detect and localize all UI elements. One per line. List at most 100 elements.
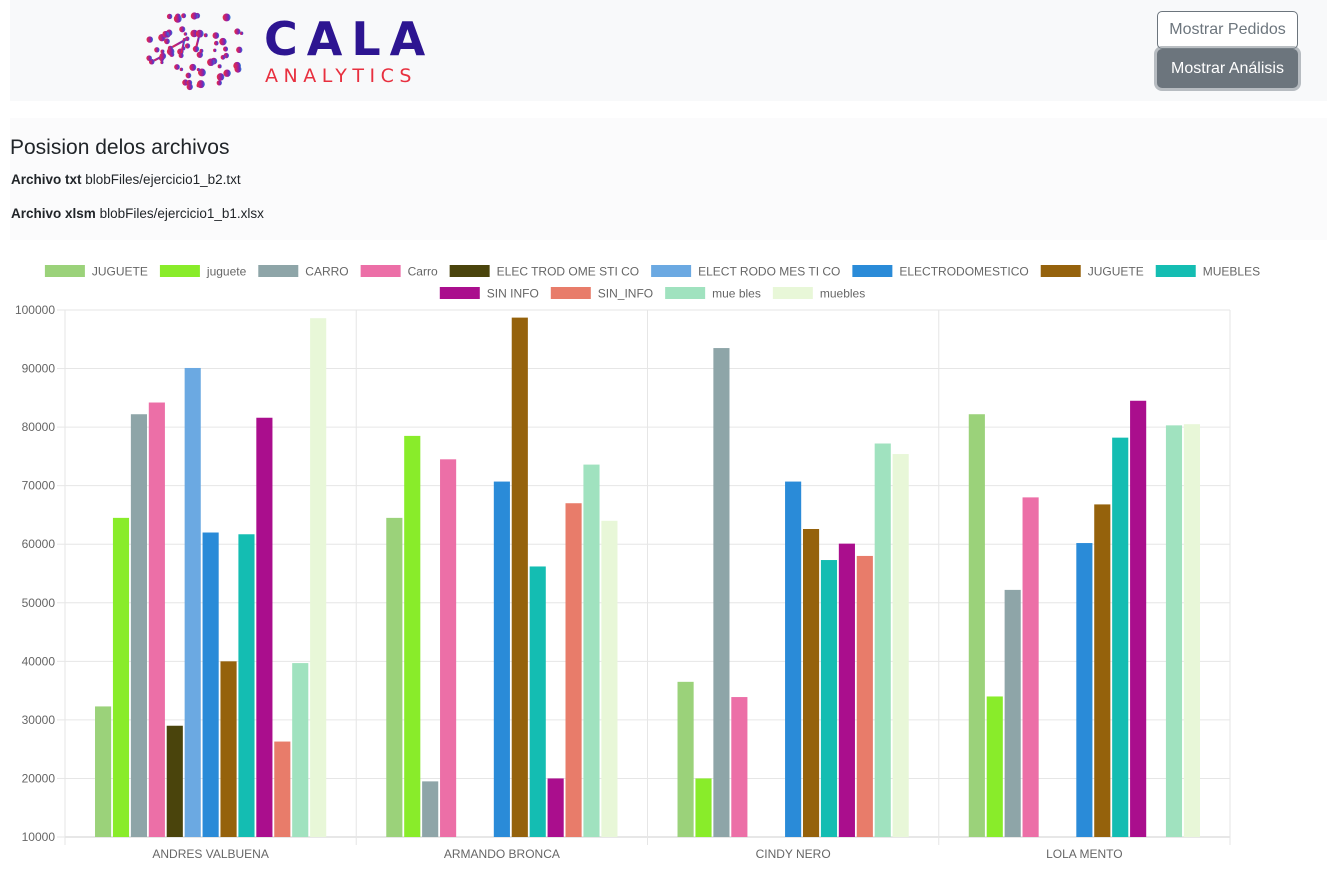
y-tick-label: 20000: [22, 771, 56, 785]
x-tick-label: ARMANDO BRONCA: [444, 847, 560, 861]
bar: [565, 503, 582, 837]
txt-file-label: Archivo txt: [11, 172, 82, 187]
txt-file-path: blobFiles/ejercicio1_b2.txt: [85, 172, 241, 187]
bar: [601, 520, 618, 837]
bar: [986, 696, 1003, 837]
bar: [874, 443, 891, 837]
bar: [1165, 425, 1183, 837]
cala-analytics-logo[interactable]: CALA ANALYTICS: [140, 6, 440, 94]
legend-swatch: [439, 287, 480, 299]
legend-label: SIN INFO: [487, 287, 539, 301]
legend-label: mue bles: [712, 287, 761, 301]
bar: [292, 663, 309, 837]
bar: [1112, 437, 1129, 837]
legend-label: juguete: [206, 265, 247, 279]
legend-label: ELEC TROD OME STI CO: [497, 265, 639, 279]
txt-file-line: Archivo txt blobFiles/ejercicio1_b2.txt: [11, 172, 241, 188]
bar: [1094, 504, 1111, 837]
bar-chart: JUGUETE juguete CARRO Carro ELEC TROD OME ST…: [15, 265, 1260, 862]
bar: [184, 367, 201, 837]
legend-swatch: [852, 265, 893, 277]
bar: [820, 560, 838, 837]
network-globe-icon: [146, 12, 244, 91]
bar: [256, 417, 273, 837]
bar: [220, 661, 237, 837]
show-analysis-button[interactable]: Mostrar Análisis: [1157, 49, 1298, 88]
xlsm-file-path: blobFiles/ejercicio1_b1.xlsx: [99, 206, 264, 221]
bar: [130, 414, 147, 837]
bar: [1022, 497, 1039, 837]
legend-swatch: [1155, 265, 1196, 277]
legend-label: muebles: [820, 287, 865, 301]
y-tick-label: 50000: [22, 596, 56, 610]
bar: [856, 555, 873, 837]
bar: [274, 741, 291, 837]
y-tick-label: 70000: [22, 479, 56, 493]
legend-label: Carro: [408, 265, 438, 279]
bar: [493, 481, 510, 837]
y-tick-label: 80000: [22, 420, 56, 434]
bar: [310, 318, 327, 838]
bar: [386, 517, 403, 837]
bar: [838, 543, 855, 837]
bar: [695, 778, 712, 837]
bar: [238, 534, 255, 837]
legend-swatch: [360, 265, 401, 277]
navbar: CALA ANALYTICS Mostrar Pedidos Mostrar A…: [10, 0, 1327, 101]
legend-label: ELECTRODOMESTICO: [899, 265, 1028, 279]
bar: [1130, 400, 1147, 837]
x-tick-label: ANDRES VALBUENA: [152, 847, 268, 861]
bar: [731, 697, 748, 837]
y-tick-label: 10000: [22, 830, 56, 844]
bar: [112, 517, 130, 837]
bar: [547, 778, 564, 837]
y-tick-label: 40000: [22, 654, 56, 668]
legend-swatch: [651, 265, 692, 277]
bar: [529, 566, 546, 837]
legend-swatch: [550, 287, 591, 299]
file-info-title: Posision delos archivos: [10, 136, 230, 159]
legend-swatch: [449, 265, 490, 277]
legend-swatch: [44, 265, 85, 277]
legend-label: MUEBLES: [1203, 265, 1260, 279]
bar: [202, 532, 219, 837]
bar: [1004, 589, 1021, 837]
y-tick-label: 60000: [22, 537, 56, 551]
xlsm-file-line: Archivo xlsm blobFiles/ejercicio1_b1.xls…: [11, 206, 264, 222]
bar: [677, 681, 694, 837]
logo-subtitle: ANALYTICS: [265, 65, 417, 87]
legend-label: JUGUETE: [1088, 265, 1144, 279]
bar: [968, 414, 985, 837]
legend-label: ELECT RODO MES TI CO: [698, 265, 840, 279]
bar: [148, 402, 165, 837]
xlsm-file-label: Archivo xlsm: [11, 206, 96, 221]
logo-wordmark: CALA: [264, 12, 435, 66]
legend-swatch: [1040, 265, 1081, 277]
legend-label: SIN_INFO: [598, 287, 653, 301]
bar: [95, 706, 112, 837]
y-tick-label: 30000: [22, 713, 56, 727]
bar: [802, 528, 820, 837]
legend-swatch: [258, 265, 299, 277]
file-info-panel: Posision delos archivos Archivo txt blob…: [10, 118, 1327, 240]
x-tick-label: LOLA MENTO: [1046, 847, 1122, 861]
x-tick-label: CINDY NERO: [756, 847, 831, 861]
legend-swatch: [665, 287, 706, 299]
show-orders-button[interactable]: Mostrar Pedidos: [1157, 11, 1298, 49]
bar: [892, 454, 909, 837]
legend-label: CARRO: [305, 265, 348, 279]
bar: [166, 725, 183, 837]
legend-label: JUGUETE: [92, 265, 148, 279]
bar: [583, 464, 600, 837]
bar: [511, 317, 528, 838]
bar: [422, 781, 439, 837]
legend-swatch: [772, 287, 813, 299]
bar: [785, 481, 802, 837]
y-tick-label: 100000: [15, 303, 55, 317]
bar: [440, 459, 457, 837]
bar: [1076, 543, 1093, 837]
y-tick-label: 90000: [22, 362, 56, 376]
bar: [1183, 424, 1200, 837]
legend-swatch: [159, 265, 200, 277]
bar: [404, 435, 421, 837]
